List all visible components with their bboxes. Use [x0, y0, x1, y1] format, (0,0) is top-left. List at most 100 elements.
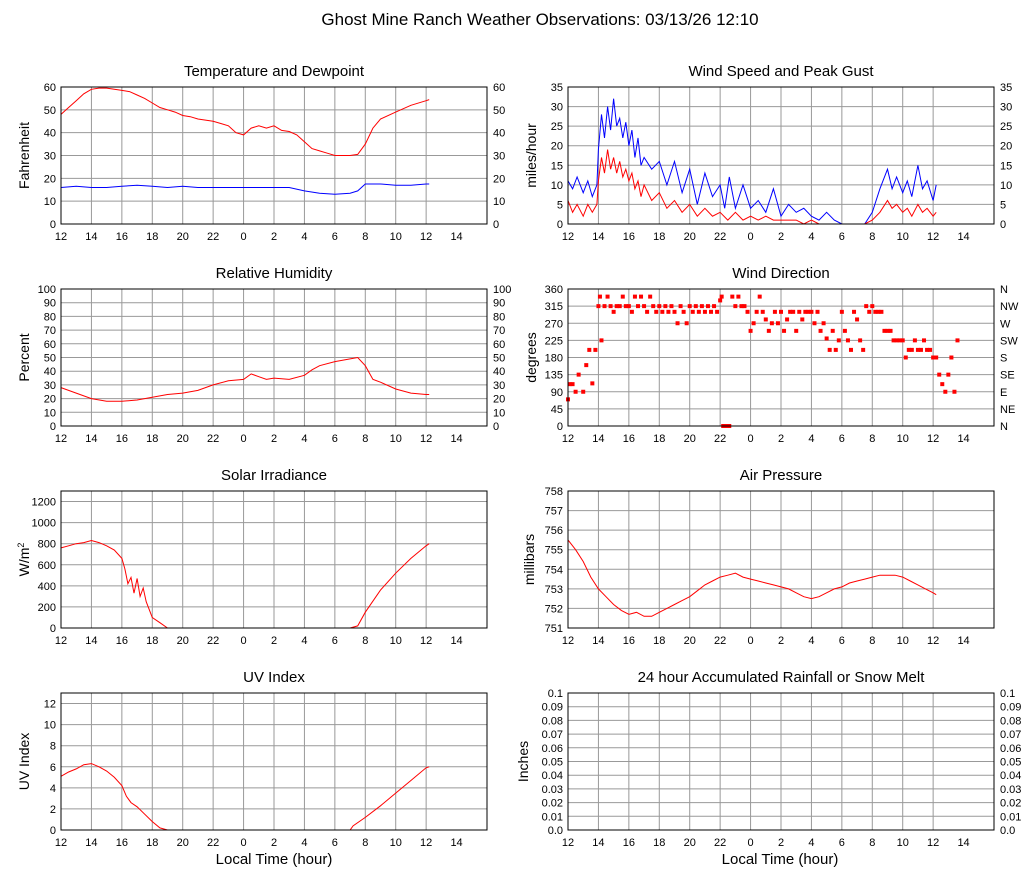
wind-direction-point: [794, 328, 799, 333]
wind-direction-point: [885, 328, 890, 333]
x-tick-label: 14: [957, 231, 969, 243]
wind-direction-point: [675, 321, 680, 326]
x-tick-label: 10: [897, 837, 909, 849]
y-tick-label: 752: [545, 603, 563, 615]
wind-direction-point: [690, 309, 695, 314]
wind-direction-point: [657, 304, 662, 309]
x-tick-label: 22: [207, 635, 219, 647]
x-tick-label: 10: [390, 433, 402, 445]
x-tick-label: 4: [808, 433, 814, 445]
y-tick-label: 800: [38, 539, 56, 551]
wind-direction-point: [912, 338, 917, 343]
right-tick-label: 0.04: [1000, 770, 1021, 782]
y-tick-label: 360: [545, 284, 563, 296]
wind-direction-point: [864, 304, 869, 309]
x-tick-label: 6: [839, 231, 845, 243]
wind-direction-point: [719, 294, 724, 299]
x-tick-label: 20: [177, 837, 189, 849]
wind-direction-point: [742, 304, 747, 309]
peak-gust-series: [567, 98, 937, 225]
right-tick-label: SW: [1000, 335, 1018, 347]
wind-direction-point: [940, 382, 945, 387]
y-tick-label: 60: [44, 339, 56, 351]
x-tick-label: 14: [85, 231, 97, 243]
wind-direction-point: [806, 309, 811, 314]
uv-index-series: [60, 763, 430, 831]
wind-direction-point: [870, 304, 875, 309]
x-tick-label: 4: [301, 635, 307, 647]
wind-direction-point: [867, 309, 872, 314]
y-tick-label: 0: [50, 219, 56, 231]
uv-plot-frame: [60, 692, 488, 831]
wind-direction-point: [596, 304, 601, 309]
y-tick-label: 0.01: [542, 811, 563, 823]
x-tick-label: 20: [177, 635, 189, 647]
y-tick-label: 15: [551, 160, 563, 172]
wind-direction-point: [943, 389, 948, 394]
x-tick-label: 4: [301, 433, 307, 445]
x-tick-label: 0: [748, 635, 754, 647]
y-tick-label: 180: [545, 353, 563, 365]
right-tick-label: 10: [493, 196, 505, 208]
right-tick-label: 0.1: [1000, 688, 1015, 700]
x-tick-label: 4: [301, 837, 307, 849]
x-tick-label: 18: [146, 635, 158, 647]
rainfall-y-axis-label: Inches: [515, 741, 531, 782]
wind-direction-point: [751, 321, 756, 326]
x-tick-label: 14: [450, 231, 462, 243]
right-tick-label: 10: [493, 407, 505, 419]
wind-direction-point: [845, 338, 850, 343]
x-axis-label: Local Time (hour): [216, 851, 333, 868]
right-tick-label: 50: [493, 353, 505, 365]
x-tick-label: 14: [85, 837, 97, 849]
y-tick-label: 225: [545, 335, 563, 347]
wind-direction-point: [769, 321, 774, 326]
y-tick-label: 0.06: [542, 743, 563, 755]
air-pressure-series: [567, 539, 937, 617]
wind-direction-point: [629, 309, 634, 314]
x-tick-label: 16: [623, 837, 635, 849]
wind-direction-point: [590, 381, 595, 386]
right-tick-label: 0: [493, 219, 499, 231]
y-tick-label: 135: [545, 370, 563, 382]
wind-direction-point: [666, 309, 671, 314]
wind-direction-point: [712, 304, 717, 309]
wind-direction-point: [879, 309, 884, 314]
wind-direction-point: [730, 294, 735, 299]
uv-panel: UV Index 12 14 16 18 20 22 0 2 4 6 8 10 12 14 0 2 4 6 8 10 12…: [16, 669, 488, 849]
right-tick-label: SE: [1000, 370, 1015, 382]
wind-direction-point: [915, 347, 920, 352]
x-tick-label: 14: [592, 231, 604, 243]
x-tick-label: 18: [653, 635, 665, 647]
y-tick-label: 756: [545, 525, 563, 537]
temperature-plot-frame: [60, 86, 488, 225]
right-tick-label: 20: [493, 394, 505, 406]
x-tick-label: 14: [450, 635, 462, 647]
wind-direction-point: [763, 317, 768, 322]
x-tick-label: 2: [271, 433, 277, 445]
humidity-y-axis-label: Percent: [16, 333, 32, 381]
wind-direction-point: [791, 309, 796, 314]
wind-direction-point: [836, 338, 841, 343]
y-tick-label: 5: [557, 199, 563, 211]
y-tick-label: 10: [44, 196, 56, 208]
x-tick-label: 12: [927, 837, 939, 849]
right-tick-label: 0.08: [1000, 715, 1021, 727]
y-tick-label: 20: [44, 173, 56, 185]
y-tick-label: 0: [50, 421, 56, 433]
y-tick-label: 0: [557, 219, 563, 231]
wind_direction-plot-frame: [567, 288, 995, 427]
right-tick-label: 0.06: [1000, 743, 1021, 755]
x-tick-label: 2: [271, 635, 277, 647]
x-tick-label: 4: [808, 635, 814, 647]
right-tick-label: 30: [1000, 102, 1012, 114]
x-tick-label: 20: [177, 231, 189, 243]
x-tick-label: 14: [450, 837, 462, 849]
y-tick-label: 4: [50, 783, 56, 795]
wind-direction-point: [702, 309, 707, 314]
y-tick-label: 0: [557, 421, 563, 433]
right-tick-label: 20: [1000, 141, 1012, 153]
right-tick-label: 90: [493, 298, 505, 310]
x-tick-label: 16: [116, 837, 128, 849]
x-tick-label: 2: [778, 433, 784, 445]
